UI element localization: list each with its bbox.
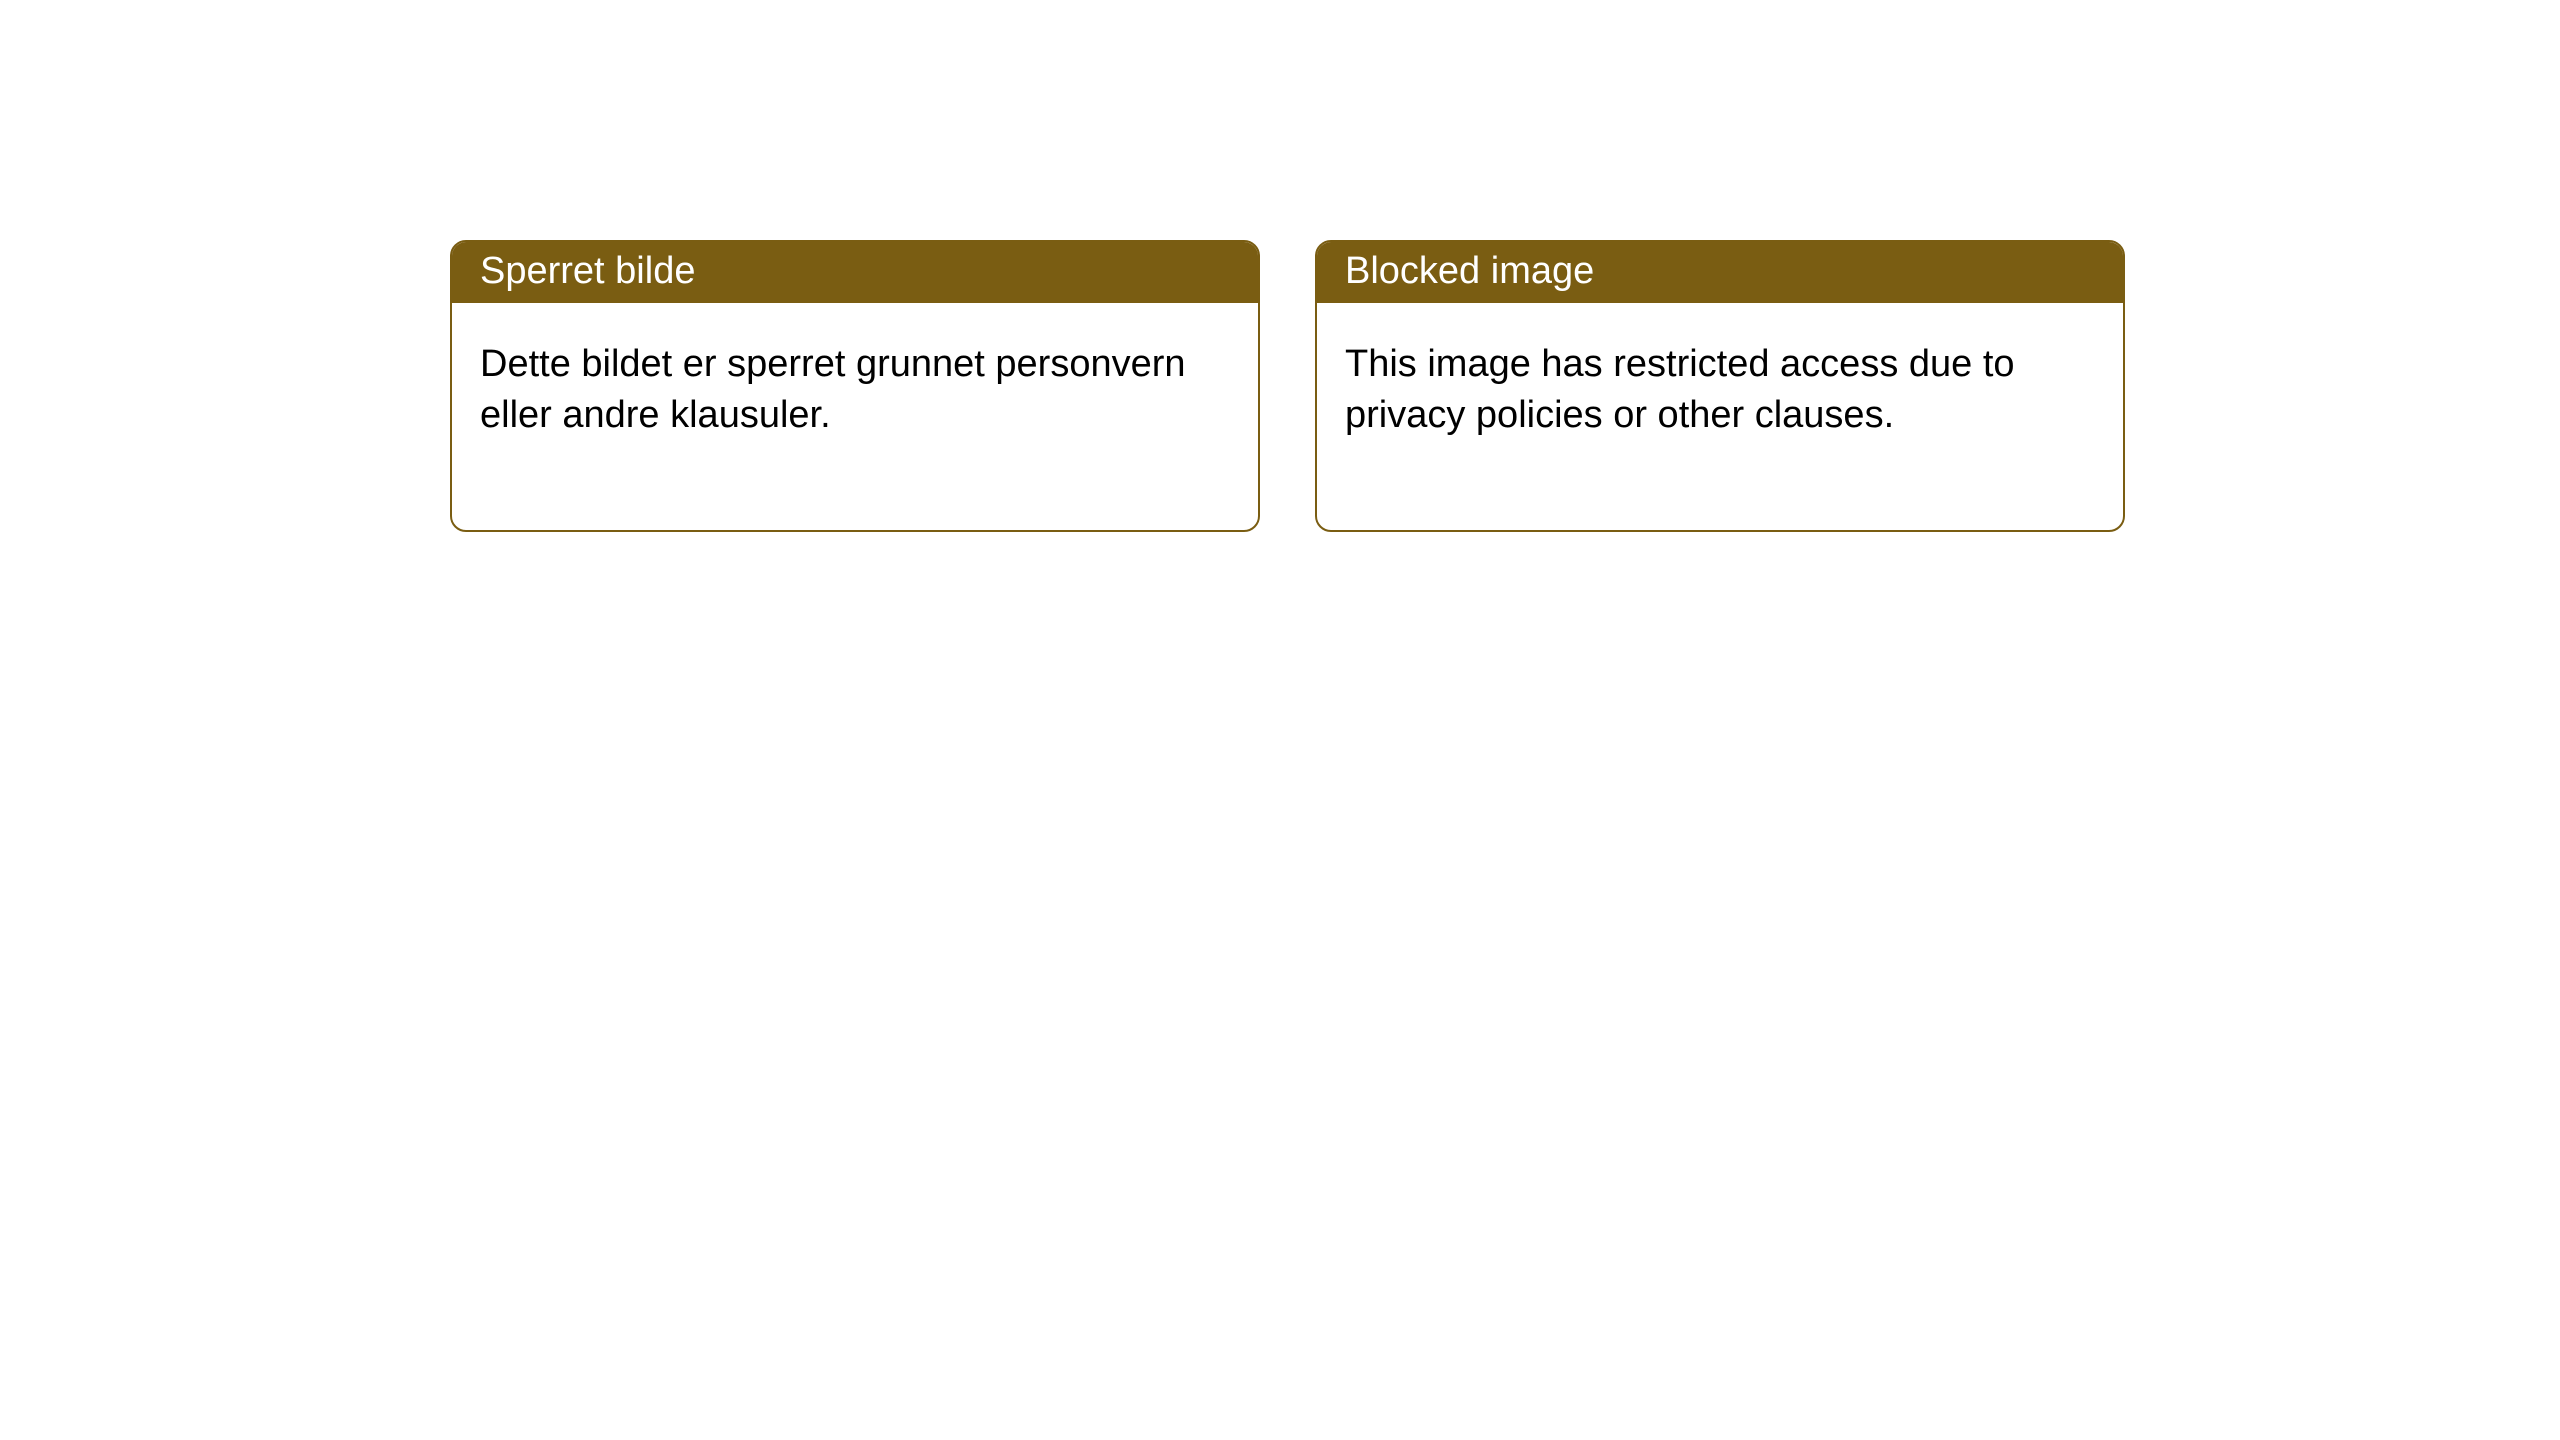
notice-box-norwegian: Sperret bilde Dette bildet er sperret gr… — [450, 240, 1260, 532]
notice-header-english: Blocked image — [1317, 242, 2123, 303]
notice-message: Dette bildet er sperret grunnet personve… — [480, 343, 1186, 436]
notice-header-norwegian: Sperret bilde — [452, 242, 1258, 303]
notice-container: Sperret bilde Dette bildet er sperret gr… — [0, 0, 2560, 532]
notice-message: This image has restricted access due to … — [1345, 343, 2015, 436]
notice-body-norwegian: Dette bildet er sperret grunnet personve… — [452, 303, 1258, 530]
notice-title: Blocked image — [1345, 250, 1594, 292]
notice-title: Sperret bilde — [480, 250, 695, 292]
notice-body-english: This image has restricted access due to … — [1317, 303, 2123, 530]
notice-box-english: Blocked image This image has restricted … — [1315, 240, 2125, 532]
